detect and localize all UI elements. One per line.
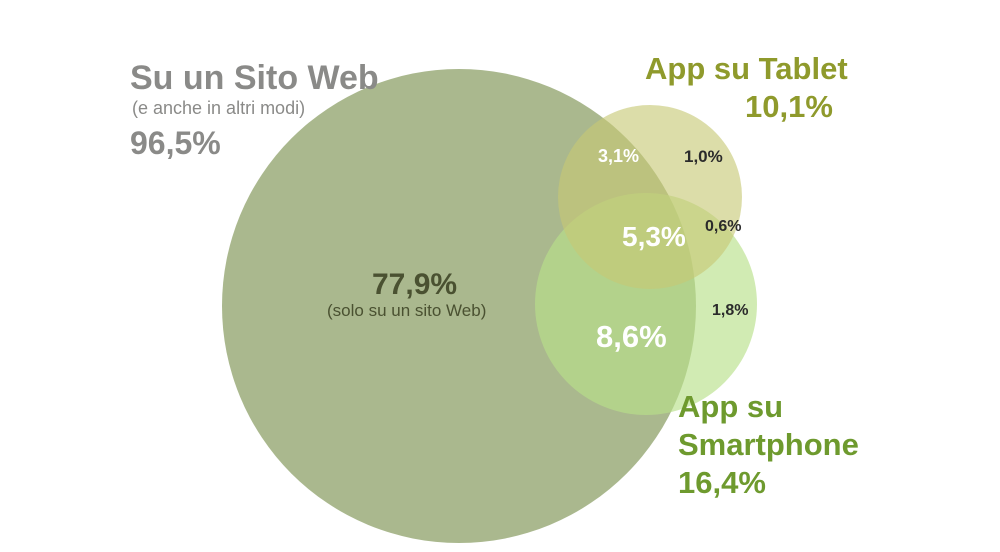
tablet-set-percent: 10,1%	[745, 89, 833, 124]
region-web-tablet-value: 3,1%	[598, 146, 640, 166]
region-tablet-only-value: 1,0%	[684, 147, 723, 166]
tablet-circle	[558, 105, 742, 289]
smartphone-set-title-line1: App su	[678, 389, 784, 424]
region-web-only-note: (solo su un sito Web)	[327, 301, 487, 320]
region-web-only-value: 77,9%	[372, 268, 458, 301]
region-tablet-smartphone-value: 0,6%	[705, 218, 742, 235]
web-set-percent: 96,5%	[130, 125, 221, 161]
smartphone-set-percent: 16,4%	[678, 465, 766, 500]
web-set-title: Su un Sito Web	[130, 59, 379, 97]
region-web-smartphone-value: 8,6%	[596, 319, 667, 354]
tablet-set-title: App su Tablet	[645, 51, 848, 86]
region-all-three-value: 5,3%	[622, 221, 686, 252]
region-smartphone-only-value: 1,8%	[712, 302, 749, 319]
smartphone-set-title-line2: Smartphone	[678, 427, 859, 462]
web-set-subtitle: (e anche in altri modi)	[132, 98, 306, 118]
